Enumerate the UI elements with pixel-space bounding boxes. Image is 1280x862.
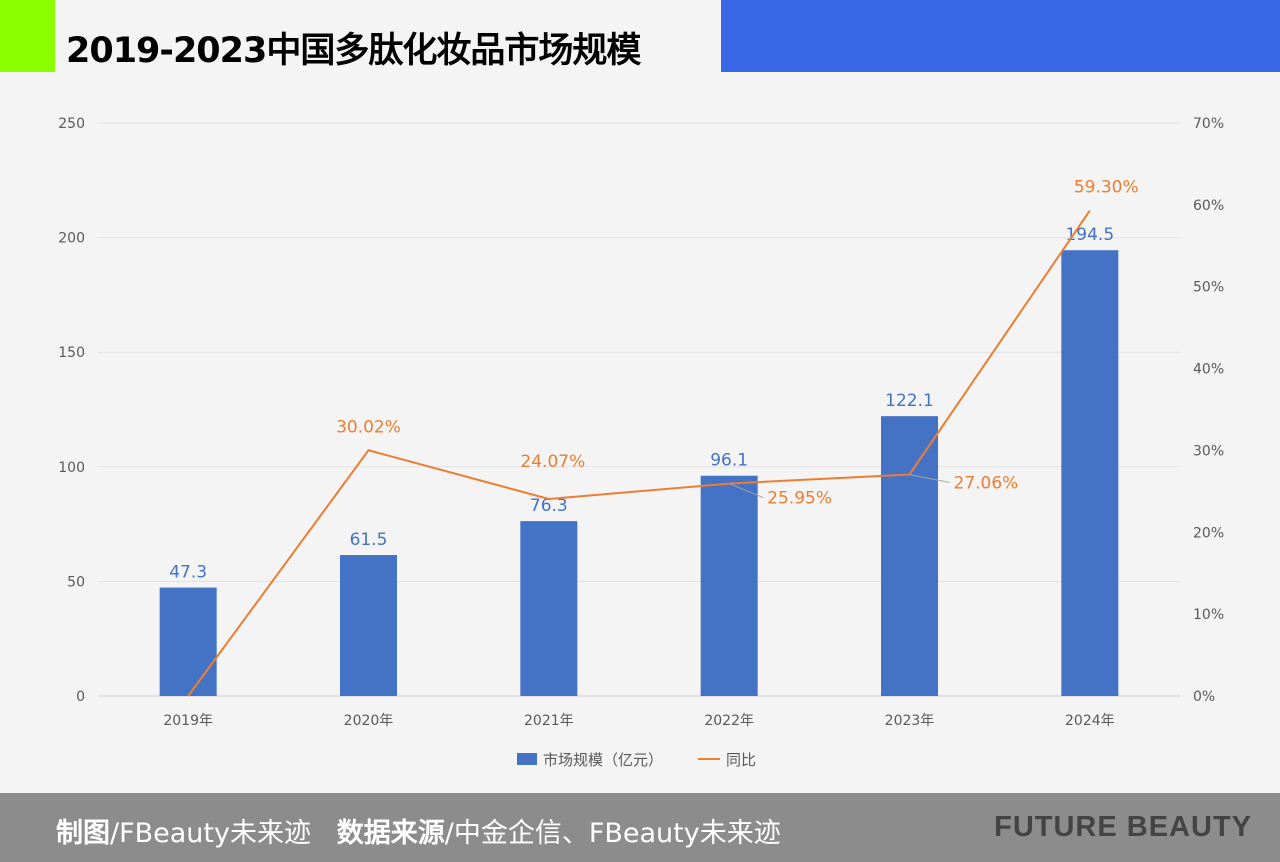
bar-data-label: 194.5 bbox=[1065, 225, 1114, 245]
footer-credits: 制图/FBeauty未来迹 数据来源/中金企信、FBeauty未来迹 bbox=[56, 811, 781, 850]
x-tick-label: 2020年 bbox=[344, 713, 394, 729]
bar-data-label: 61.5 bbox=[350, 530, 388, 550]
x-tick-label: 2024年 bbox=[1065, 713, 1115, 729]
line-data-label: 27.06% bbox=[954, 473, 1019, 493]
legend-bar-label: 市场规模（亿元） bbox=[543, 751, 663, 769]
legend-line-label: 同比 bbox=[726, 751, 756, 769]
bar bbox=[881, 416, 938, 696]
line-data-label: 30.02% bbox=[336, 417, 401, 437]
right-tick-label: 10% bbox=[1193, 607, 1224, 623]
yoy-line bbox=[187, 210, 1091, 697]
right-tick-label: 30% bbox=[1193, 443, 1224, 459]
line-data-label: 25.95% bbox=[767, 489, 832, 509]
left-tick-label: 250 bbox=[58, 116, 85, 132]
bar bbox=[700, 475, 758, 696]
credit-label: 制图 bbox=[56, 818, 110, 849]
chart-title: 2019-2023中国多肽化妆品市场规模 bbox=[66, 31, 641, 71]
right-tick-label: 40% bbox=[1193, 362, 1224, 378]
right-tick-label: 0% bbox=[1193, 689, 1215, 705]
header-blue-block bbox=[721, 0, 1280, 72]
right-tick-label: 20% bbox=[1193, 525, 1224, 541]
future-beauty-logo: FUTURE BEAUTY bbox=[994, 811, 1252, 843]
legend-bar-swatch bbox=[517, 753, 537, 765]
bar bbox=[1061, 250, 1119, 696]
x-tick-label: 2019年 bbox=[163, 713, 213, 729]
bar-data-label: 122.1 bbox=[885, 391, 934, 411]
x-tick-label: 2022年 bbox=[704, 713, 754, 729]
left-tick-label: 0 bbox=[76, 689, 85, 705]
right-tick-label: 60% bbox=[1193, 198, 1224, 214]
label-leader-line bbox=[909, 474, 950, 483]
bar-data-label: 47.3 bbox=[169, 563, 207, 583]
combo-chart: 0 50 100 150 200 250 0% 10% 20% 30% 40% 50% 60% 70% 20… bbox=[58, 116, 1224, 769]
footer: 制图/FBeauty未来迹 数据来源/中金企信、FBeauty未来迹 FUTUR… bbox=[0, 793, 1280, 862]
left-tick-label: 200 bbox=[58, 231, 85, 247]
right-tick-label: 70% bbox=[1193, 116, 1224, 132]
x-tick-label: 2023年 bbox=[885, 713, 935, 729]
source-value: /中金企信、FBeauty未来迹 bbox=[444, 818, 781, 849]
label-leader-line bbox=[728, 483, 764, 499]
bar-data-label: 76.3 bbox=[530, 496, 568, 516]
right-tick-label: 50% bbox=[1193, 280, 1224, 296]
line-data-label: 59.30% bbox=[1074, 178, 1139, 198]
source-label: 数据来源 bbox=[336, 818, 445, 849]
header-green-block bbox=[0, 0, 55, 72]
left-tick-label: 150 bbox=[58, 345, 85, 361]
bar bbox=[340, 555, 397, 696]
bar bbox=[159, 587, 217, 696]
x-tick-label: 2021年 bbox=[524, 713, 574, 729]
line-data-label: 24.07% bbox=[520, 452, 585, 472]
left-tick-label: 50 bbox=[67, 574, 85, 590]
bar-data-label: 96.1 bbox=[710, 451, 748, 471]
left-tick-label: 100 bbox=[58, 460, 85, 476]
credit-value: /FBeauty未来迹 bbox=[110, 818, 311, 849]
bar bbox=[520, 521, 578, 696]
